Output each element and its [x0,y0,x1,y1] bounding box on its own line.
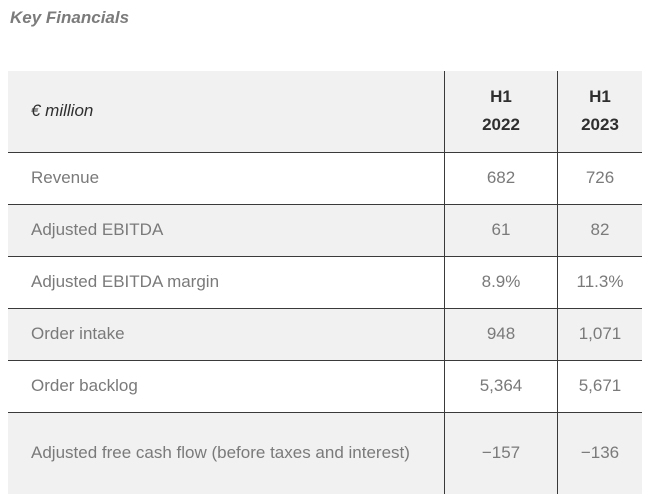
row-label: Adjusted EBITDA margin [8,256,445,309]
column-header-h1-2023: H1 2023 [557,71,642,153]
value-h1-2022: 61 [444,204,558,257]
column-header-year: 2022 [482,115,520,135]
section-title: Key Financials [10,8,130,27]
value-h1-2023: 726 [557,152,642,205]
unit-header: € million [8,71,445,153]
value-h1-2023: 5,671 [557,360,642,413]
table-row-adjusted-ebitda-margin: Adjusted EBITDA margin 8.9% 11.3% [8,256,642,309]
key-financials-table: € million H1 2022 H1 2023 Revenue 682 72… [8,71,642,494]
row-label: Adjusted free cash flow (before taxes an… [31,443,410,463]
table-header-row: € million H1 2022 H1 2023 [8,71,642,153]
column-header-year: 2023 [581,115,619,135]
value-h1-2023: 11.3% [557,256,642,309]
value-h1-2023: −136 [557,412,642,494]
value-h1-2022: −157 [444,412,558,494]
value-h1-2023: 1,071 [557,308,642,361]
table-row-order-intake: Order intake 948 1,071 [8,308,642,361]
table-row-adjusted-free-cash-flow: Adjusted free cash flow (before taxes an… [8,412,642,494]
table-row-adjusted-ebitda: Adjusted EBITDA 61 82 [8,204,642,257]
value-h1-2022: 948 [444,308,558,361]
column-header-period: H1 [490,87,512,107]
row-label: Order backlog [8,360,445,413]
row-label: Revenue [8,152,445,205]
row-label: Order intake [8,308,445,361]
table-row-order-backlog: Order backlog 5,364 5,671 [8,360,642,413]
value-h1-2022: 8.9% [444,256,558,309]
column-header-period: H1 [589,87,611,107]
table-row-revenue: Revenue 682 726 [8,152,642,205]
value-h1-2023: 82 [557,204,642,257]
value-h1-2022: 682 [444,152,558,205]
column-header-h1-2022: H1 2022 [444,71,558,153]
row-label: Adjusted EBITDA [8,204,445,257]
value-h1-2022: 5,364 [444,360,558,413]
